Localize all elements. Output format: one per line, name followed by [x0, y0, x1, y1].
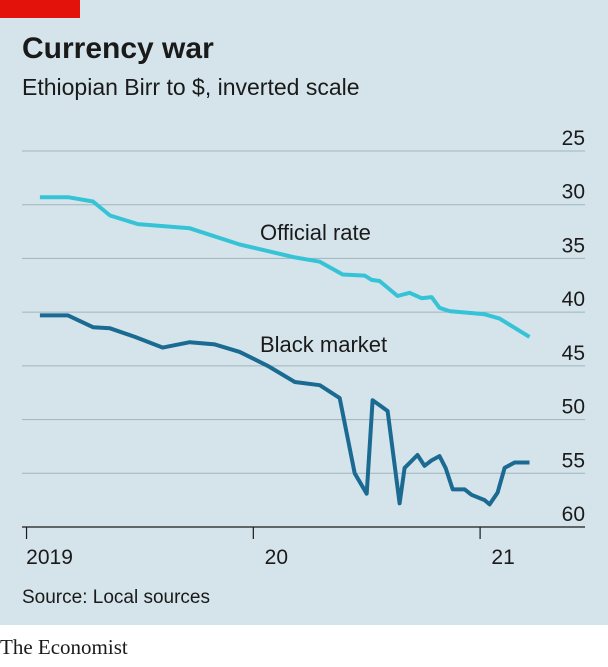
y-tick-label: 50 [562, 396, 585, 419]
y-tick-label: 30 [562, 181, 585, 204]
brand: The Economist [0, 635, 128, 659]
chart-subtitle: Ethiopian Birr to $, inverted scale [22, 74, 360, 100]
y-tick-label: 40 [562, 288, 585, 311]
x-tick-label: 20 [265, 546, 288, 569]
y-tick-label: 45 [562, 342, 585, 365]
series-label: Official rate [260, 220, 371, 245]
line [39, 313, 530, 507]
x-tick-label: 2019 [26, 546, 73, 569]
y-tick-label: 35 [562, 234, 585, 257]
source: Source: Local sources [22, 587, 210, 608]
y-tick-label: 55 [562, 449, 585, 472]
brand-tag [0, 0, 80, 18]
y-tick-label: 25 [562, 127, 585, 150]
x-tick-label: 21 [491, 546, 514, 569]
series-label: Black market [260, 332, 387, 357]
y-tick-label: 60 [562, 503, 585, 526]
chart-title: Currency war [22, 32, 214, 65]
line [39, 195, 531, 339]
